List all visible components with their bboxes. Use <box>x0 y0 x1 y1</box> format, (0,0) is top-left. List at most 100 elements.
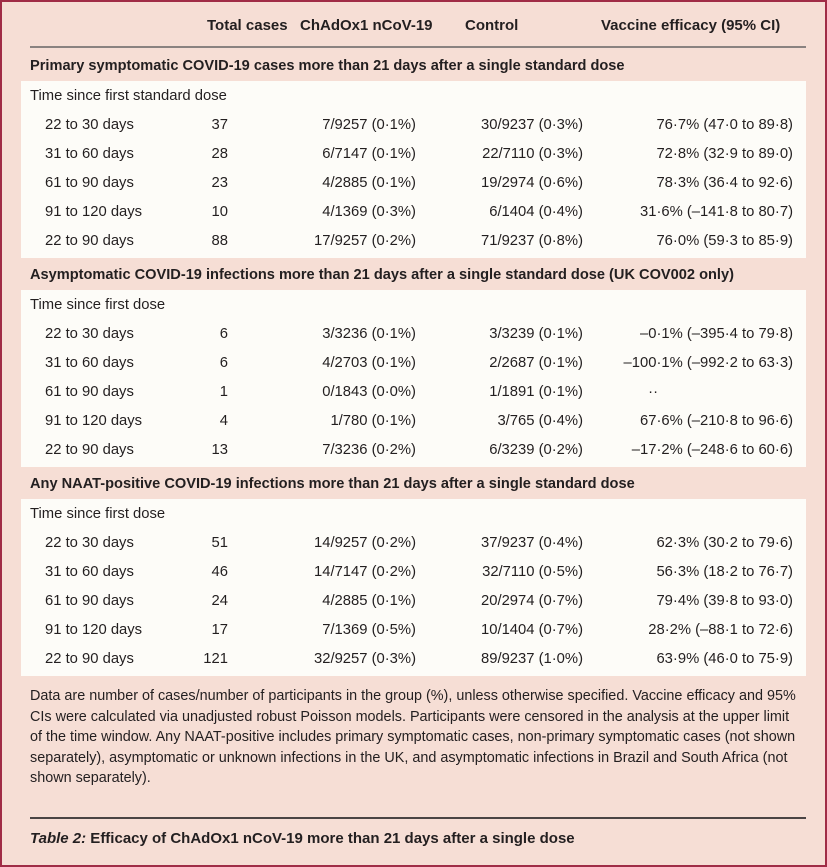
header-chadox1: ChAdOx1 nCoV-19 <box>300 17 433 34</box>
efficacy-cell: –17·2% (–248·6 to 60·6) <box>631 441 793 458</box>
efficacy-cell: –0·1% (–395·4 to 79·8) <box>640 325 793 342</box>
total-cases-cell: 23 <box>211 174 228 191</box>
chadox1-cell: 1/780 (0·1%) <box>330 412 416 429</box>
table-row: 22 to 30 days 37 7/9257 (0·1%) 30/9237 (0·3… <box>21 110 806 139</box>
control-cell: 3/3239 (0·1%) <box>489 325 583 342</box>
efficacy-cell: 76·7% (47·0 to 89·8) <box>656 116 793 133</box>
chadox1-cell: 4/1369 (0·3%) <box>322 203 416 220</box>
control-cell: 1/1891 (0·1%) <box>489 383 583 400</box>
total-cases-cell: 1 <box>219 383 228 400</box>
subhead-label: Time since first dose <box>30 506 166 522</box>
table-row: 22 to 30 days 6 3/3236 (0·1%) 3/3239 (0·1%)… <box>21 319 806 348</box>
table-sections: Primary symptomatic COVID-19 cases more … <box>21 49 806 676</box>
table-caption: Table 2: Efficacy of ChAdOx1 nCoV-19 mor… <box>21 819 806 853</box>
subhead-row: Time since first standard dose <box>21 82 806 110</box>
row-label: 22 to 90 days <box>45 232 134 249</box>
chadox1-cell: 4/2885 (0·1%) <box>322 592 416 609</box>
control-cell: 6/1404 (0·4%) <box>489 203 583 220</box>
section-title: Any NAAT-positive COVID-19 infections mo… <box>30 476 635 492</box>
control-cell: 2/2687 (0·1%) <box>489 354 583 371</box>
efficacy-cell: –100·1% (–992·2 to 63·3) <box>623 354 793 371</box>
row-label: 91 to 120 days <box>45 203 143 220</box>
table-row: 91 to 120 days 17 7/1369 (0·5%) 10/1404 (0·… <box>21 615 806 644</box>
control-cell: 3/765 (0·4%) <box>497 412 583 429</box>
total-cases-cell: 4 <box>219 412 228 429</box>
efficacy-cell: 56·3% (18·2 to 76·7) <box>656 563 793 580</box>
total-cases-cell: 10 <box>211 203 228 220</box>
header-spacer <box>21 26 191 37</box>
table-row: 22 to 30 days 51 14/9257 (0·2%) 37/9237 (0·… <box>21 528 806 557</box>
chadox1-cell: 0/1843 (0·0%) <box>322 383 416 400</box>
efficacy-cell: 28·2% (–88·1 to 72·6) <box>648 621 793 638</box>
table-section: Any NAAT-positive COVID-19 infections mo… <box>21 469 806 676</box>
efficacy-cell: 62·3% (30·2 to 79·6) <box>656 534 793 551</box>
table-section: Primary symptomatic COVID-19 cases more … <box>21 51 806 258</box>
header-control: Control <box>465 17 519 34</box>
control-cell: 89/9237 (1·0%) <box>481 650 583 667</box>
efficacy-cell: 79·4% (39·8 to 93·0) <box>656 592 793 609</box>
chadox1-cell: 7/9257 (0·1%) <box>322 116 416 133</box>
subhead-label: Time since first dose <box>30 297 166 313</box>
caption-divider <box>30 817 806 819</box>
section-title: Primary symptomatic COVID-19 cases more … <box>30 58 625 74</box>
total-cases-cell: 37 <box>211 116 228 133</box>
efficacy-cell: 78·3% (36·4 to 92·6) <box>656 174 793 191</box>
row-label: 91 to 120 days <box>45 621 143 638</box>
chadox1-cell: 6/7147 (0·1%) <box>322 145 416 162</box>
control-cell: 20/2974 (0·7%) <box>481 592 583 609</box>
chadox1-cell: 14/9257 (0·2%) <box>314 534 416 551</box>
row-label: 61 to 90 days <box>45 174 134 191</box>
table-row: 31 to 60 days 6 4/2703 (0·1%) 2/2687 (0·1%)… <box>21 348 806 377</box>
chadox1-cell: 7/1369 (0·5%) <box>322 621 416 638</box>
table-row: 91 to 120 days 10 4/1369 (0·3%) 6/1404 (0·4… <box>21 197 806 226</box>
total-cases-cell: 88 <box>211 232 228 249</box>
header-vaccine-efficacy: Vaccine efficacy (95% CI) <box>601 17 781 34</box>
subhead-row: Time since first dose <box>21 500 806 528</box>
total-cases-cell: 6 <box>219 354 228 371</box>
header-total-cases: Total cases <box>207 17 288 34</box>
column-header-row: Total cases ChAdOx1 nCoV-19 Control Vacc… <box>21 8 806 46</box>
efficacy-cell: 31·6% (–141·8 to 80·7) <box>640 203 793 220</box>
efficacy-cell: 72·8% (32·9 to 89·0) <box>656 145 793 162</box>
total-cases-cell: 46 <box>211 563 228 580</box>
chadox1-cell: 7/3236 (0·2%) <box>322 441 416 458</box>
table-footnote: Data are number of cases/number of parti… <box>30 688 796 786</box>
subhead-row: Time since first dose <box>21 291 806 319</box>
total-cases-cell: 121 <box>203 650 228 667</box>
section-body: Time since first dose 22 to 30 days 6 3/323… <box>21 290 806 467</box>
total-cases-cell: 13 <box>211 441 228 458</box>
table-row: 61 to 90 days 23 4/2885 (0·1%) 19/2974 (0·6… <box>21 168 806 197</box>
section-title: Asymptomatic COVID-19 infections more th… <box>30 267 734 283</box>
efficacy-cell: 67·6% (–210·8 to 96·6) <box>640 412 793 429</box>
total-cases-cell: 51 <box>211 534 228 551</box>
control-cell: 30/9237 (0·3%) <box>481 116 583 133</box>
chadox1-cell: 14/7147 (0·2%) <box>314 563 416 580</box>
control-cell: 71/9237 (0·8%) <box>481 232 583 249</box>
table-row: 61 to 90 days 24 4/2885 (0·1%) 20/2974 (0·7… <box>21 586 806 615</box>
control-cell: 19/2974 (0·6%) <box>481 174 583 191</box>
table-row: 91 to 120 days 4 1/780 (0·1%) 3/765 (0·4%) 6… <box>21 406 806 435</box>
header-divider <box>30 46 806 48</box>
control-cell: 37/9237 (0·4%) <box>481 534 583 551</box>
caption-text: Efficacy of ChAdOx1 nCoV-19 more than 21… <box>86 830 575 847</box>
control-cell: 22/7110 (0·3%) <box>482 145 583 162</box>
row-label: 61 to 90 days <box>45 383 134 400</box>
control-cell: 32/7110 (0·5%) <box>482 563 583 580</box>
row-label: 31 to 60 days <box>45 354 134 371</box>
section-body: Time since first dose 22 to 30 days 51 14/9… <box>21 499 806 676</box>
row-label: 22 to 30 days <box>45 116 134 133</box>
total-cases-cell: 17 <box>211 621 228 638</box>
subhead-label: Time since first standard dose <box>30 88 227 104</box>
chadox1-cell: 4/2703 (0·1%) <box>322 354 416 371</box>
chadox1-cell: 3/3236 (0·1%) <box>322 325 416 342</box>
table-row: 61 to 90 days 1 0/1843 (0·0%) 1/1891 (0·1%)… <box>21 377 806 406</box>
row-label: 22 to 30 days <box>45 325 134 342</box>
table-row: 22 to 90 days 13 7/3236 (0·2%) 6/3239 (0·2%… <box>21 435 806 464</box>
caption-label: Table 2: <box>30 830 87 847</box>
efficacy-cell: 63·9% (46·0 to 75·9) <box>656 650 793 667</box>
chadox1-cell: 4/2885 (0·1%) <box>322 174 416 191</box>
table-row: 31 to 60 days 46 14/7147 (0·2%) 32/7110 (0·… <box>21 557 806 586</box>
total-cases-cell: 28 <box>211 145 228 162</box>
table-row: 22 to 90 days 88 17/9257 (0·2%) 71/9237 (0·… <box>21 226 806 255</box>
